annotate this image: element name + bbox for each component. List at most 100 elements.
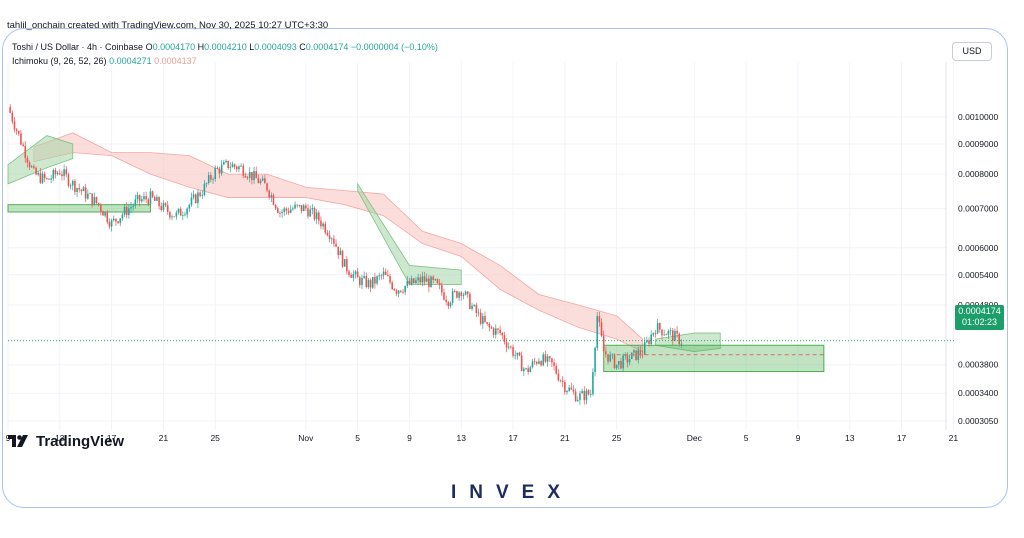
bullish-candle: [82, 187, 85, 192]
bullish-candle: [281, 211, 283, 214]
bullish-candle: [186, 208, 188, 215]
bearish-candle: [348, 271, 350, 276]
bullish-candle: [123, 206, 126, 215]
bullish-candle: [382, 271, 385, 276]
bullish-candle: [30, 166, 33, 168]
bearish-candle: [20, 133, 22, 145]
bearish-candle: [84, 187, 87, 199]
bearish-candle: [548, 356, 551, 359]
bullish-candle: [156, 197, 158, 201]
bullish-candle: [667, 330, 670, 335]
bearish-candle: [74, 180, 76, 192]
bullish-candle: [609, 354, 611, 362]
bearish-candle: [497, 328, 499, 330]
bearish-candle: [67, 174, 70, 186]
bullish-candle: [37, 172, 40, 175]
bullish-candle: [182, 215, 184, 216]
bullish-candle: [71, 180, 74, 186]
bullish-candle: [471, 305, 473, 309]
bearish-candle: [287, 210, 290, 213]
x-axis-ticks: 913172125Nov5913172125Dec59131721: [6, 433, 959, 443]
x-tick-label: 9: [407, 433, 412, 443]
bearish-candle: [179, 208, 182, 216]
bullish-candle: [214, 167, 216, 180]
bullish-candle: [363, 276, 365, 278]
symbol-name[interactable]: Toshi / US Dollar · 4h · Coinbase: [12, 42, 144, 52]
bullish-candle: [190, 197, 193, 205]
bearish-candle: [13, 121, 16, 130]
bullish-candle: [136, 194, 139, 200]
bullish-candle: [425, 278, 428, 282]
bearish-candle: [359, 277, 361, 286]
bearish-candle: [210, 174, 212, 180]
bearish-candle: [466, 291, 469, 294]
bullish-candle: [220, 164, 223, 174]
bearish-candle: [395, 290, 398, 294]
bullish-candle: [52, 170, 55, 179]
bullish-candle: [618, 361, 620, 365]
bearish-candle: [59, 173, 61, 175]
bullish-candle: [451, 291, 454, 303]
bullish-candle: [354, 271, 357, 275]
bullish-candle: [322, 223, 324, 227]
bullish-candle: [212, 179, 214, 180]
bearish-candle: [527, 368, 529, 372]
bullish-candle: [624, 355, 627, 356]
bearish-candle: [158, 197, 160, 207]
bullish-candle: [119, 218, 122, 224]
bearish-candle: [600, 322, 603, 336]
last-price-tag: 0.0004174 01:02:23: [955, 305, 1004, 330]
bullish-candle: [352, 274, 355, 278]
bullish-candle: [149, 191, 152, 204]
bearish-candle: [151, 191, 154, 198]
bearish-candle: [423, 276, 426, 282]
bullish-candle: [207, 174, 210, 183]
bearish-candle: [264, 178, 266, 184]
bullish-candle: [132, 205, 134, 208]
close-label: C: [299, 42, 306, 52]
bullish-candle: [633, 350, 635, 353]
bullish-candle: [674, 330, 676, 341]
bearish-candle: [48, 178, 50, 180]
bearish-candle: [145, 196, 147, 200]
bearish-candle: [346, 259, 348, 272]
bearish-candle: [626, 355, 629, 363]
bearish-candle: [11, 112, 14, 122]
bearish-candle: [665, 334, 668, 336]
bullish-candle: [128, 208, 130, 216]
y-tick-label: 0.0010000: [958, 112, 998, 122]
indicator-name[interactable]: Ichimoku (9, 26, 52, 26): [12, 56, 107, 66]
bearish-candle: [266, 183, 268, 191]
bearish-candle: [341, 250, 344, 267]
bearish-candle: [428, 278, 430, 288]
bullish-candle: [225, 160, 227, 163]
bearish-candle: [510, 346, 512, 348]
bearish-candle: [533, 361, 536, 363]
bearish-candle: [544, 354, 547, 362]
bearish-candle: [620, 361, 622, 369]
bullish-candle: [134, 199, 137, 206]
bullish-candle: [41, 173, 44, 183]
bearish-candle: [227, 160, 229, 169]
bullish-candle: [421, 276, 424, 283]
bullish-candle: [298, 205, 301, 206]
bullish-candle: [130, 207, 132, 209]
bearish-candle: [443, 292, 445, 300]
bearish-candle: [106, 212, 109, 223]
bearish-candle: [678, 333, 681, 345]
bullish-candle: [177, 208, 180, 213]
bullish-candle: [175, 212, 178, 217]
tradingview-logo[interactable]: TradingView: [8, 433, 124, 450]
bullish-candle: [110, 220, 113, 227]
bearish-candle: [456, 291, 458, 298]
bearish-candle: [95, 196, 98, 203]
bullish-candle: [577, 400, 579, 402]
invex-logo-text: INVEX: [440, 482, 584, 503]
currency-selector[interactable]: USD: [952, 42, 992, 61]
y-tick-label: 0.0008000: [958, 169, 998, 179]
bullish-candle: [104, 212, 106, 216]
bullish-candle: [473, 304, 475, 306]
bearish-candle: [583, 390, 586, 401]
bearish-candle: [520, 355, 523, 372]
